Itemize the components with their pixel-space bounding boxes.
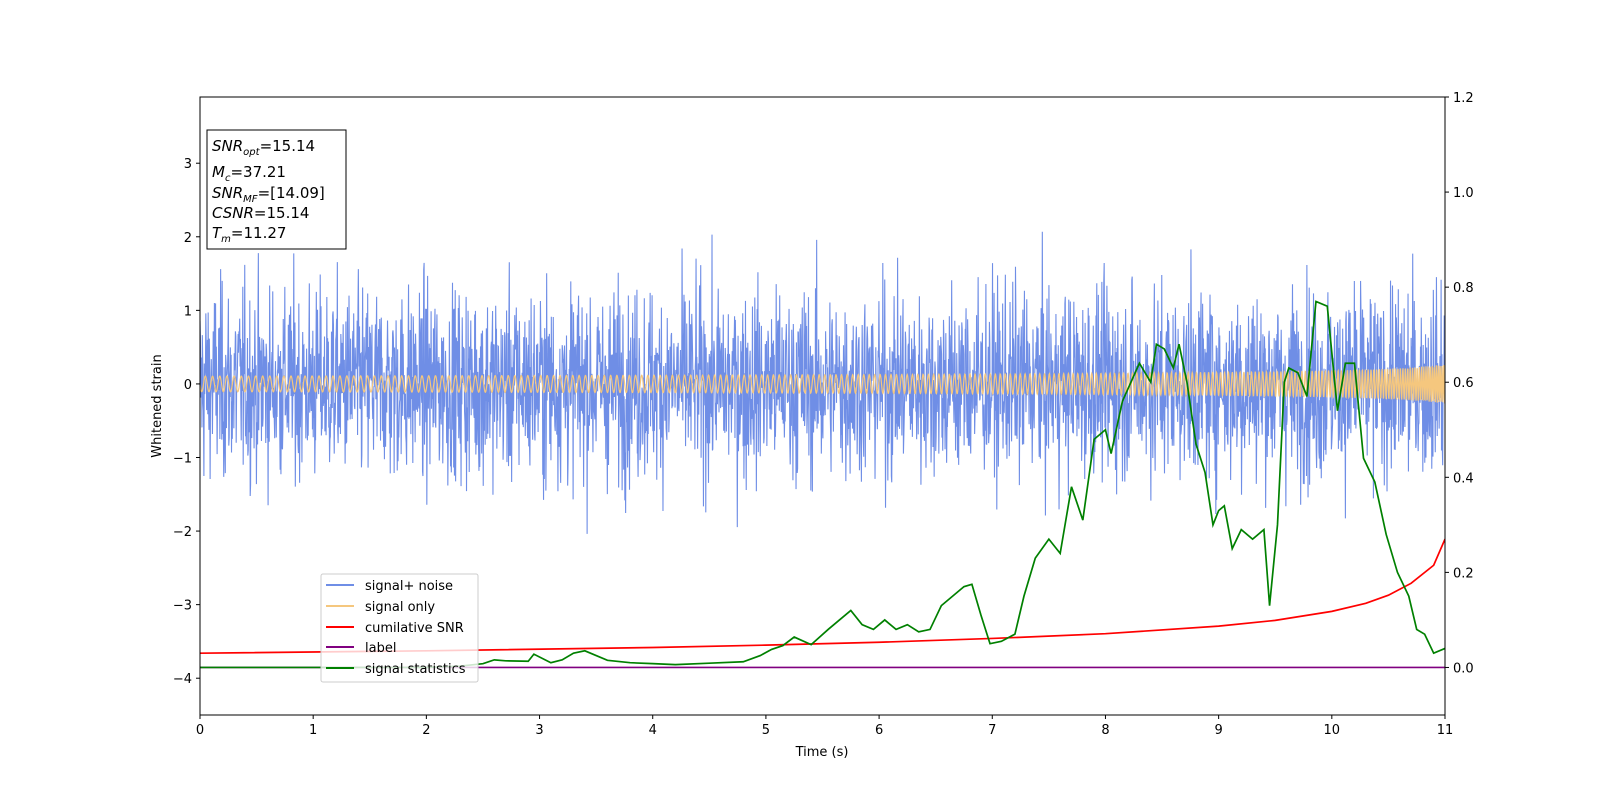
legend-items: signal+ noise signal only cumilative SNR la…	[326, 579, 466, 677]
x-tick-label: 1	[309, 723, 317, 738]
legend-label-signal-noise: signal+ noise	[365, 579, 453, 594]
legend-label-signal-statistics: signal statistics	[365, 662, 466, 677]
annotation-frame	[206, 129, 347, 250]
y-left-tick-label: 1	[184, 304, 192, 319]
x-tick-label: 7	[988, 723, 996, 738]
annotation-box: SNRopt=15.14 Mc=37.21SNRMF=[14.09]CSNR=15…	[206, 129, 347, 250]
y-axis-right: 0.0 0.2 0.4 0.6 0.8 1.0 1.2	[1445, 91, 1474, 676]
y-left-tick-label: 3	[184, 157, 192, 172]
y-left-tick-label: −4	[173, 672, 192, 687]
y-right-tick-label: 1.0	[1453, 186, 1474, 201]
x-tick-label: 9	[1214, 723, 1222, 738]
annotation-line: SNRMF=[14.09]	[212, 184, 325, 205]
x-tick-label: 3	[535, 723, 543, 738]
series-signal-statistics	[200, 300, 1445, 669]
x-axis-label: Time (s)	[795, 745, 849, 760]
y-right-tick-label: 0.8	[1453, 281, 1474, 296]
annotation-line: SNRopt=15.14	[212, 137, 315, 158]
x-tick-label: 11	[1437, 723, 1454, 738]
legend-label-signal-only: signal only	[365, 600, 435, 615]
legend-label-label: label	[365, 641, 396, 656]
legend-label-cumilative-snr: cumilative SNR	[365, 621, 464, 636]
series-cumilative-snr	[200, 538, 1445, 655]
series-signal-noise	[200, 231, 1445, 534]
y-right-tick-label: 0.4	[1453, 471, 1474, 486]
annotation-lines: SNRopt=15.14 Mc=37.21SNRMF=[14.09]CSNR=15…	[212, 137, 325, 245]
plot-frame	[199, 96, 1446, 716]
x-tick-label: 8	[1101, 723, 1109, 738]
y-left-tick-label: 0	[184, 378, 192, 393]
x-tick-label: 0	[196, 723, 204, 738]
y-left-tick-label: −2	[173, 525, 192, 540]
series-signal-only	[200, 364, 1445, 404]
x-tick-label: 10	[1324, 723, 1341, 738]
y-axis-left: −4 −3 −2 −1 0 1 2 3	[173, 157, 200, 687]
y-right-tick-label: 1.2	[1453, 91, 1474, 106]
legend: signal+ noise signal only cumilative SNR la…	[320, 573, 479, 683]
y-right-tick-label: 0.0	[1453, 661, 1474, 676]
x-tick-label: 6	[875, 723, 883, 738]
y-left-tick-label: −3	[173, 599, 192, 614]
y-right-tick-label: 0.2	[1453, 566, 1474, 581]
x-axis: 0 1 2 3 4 5 6 7 8 9 10 11	[196, 715, 1453, 738]
y-axis-left-label: Whitened strain	[150, 354, 165, 457]
y-left-tick-label: 2	[184, 231, 192, 246]
x-tick-label: 5	[762, 723, 770, 738]
legend-frame	[320, 573, 479, 683]
y-left-tick-label: −1	[173, 452, 192, 467]
x-tick-label: 2	[422, 723, 430, 738]
x-tick-label: 4	[649, 723, 657, 738]
y-right-tick-label: 0.6	[1453, 376, 1474, 391]
annotation-line: Tm=11.27	[212, 224, 286, 245]
annotation-line: Mc=37.21	[212, 163, 286, 184]
annotation-line: CSNR=15.14	[212, 204, 309, 222]
